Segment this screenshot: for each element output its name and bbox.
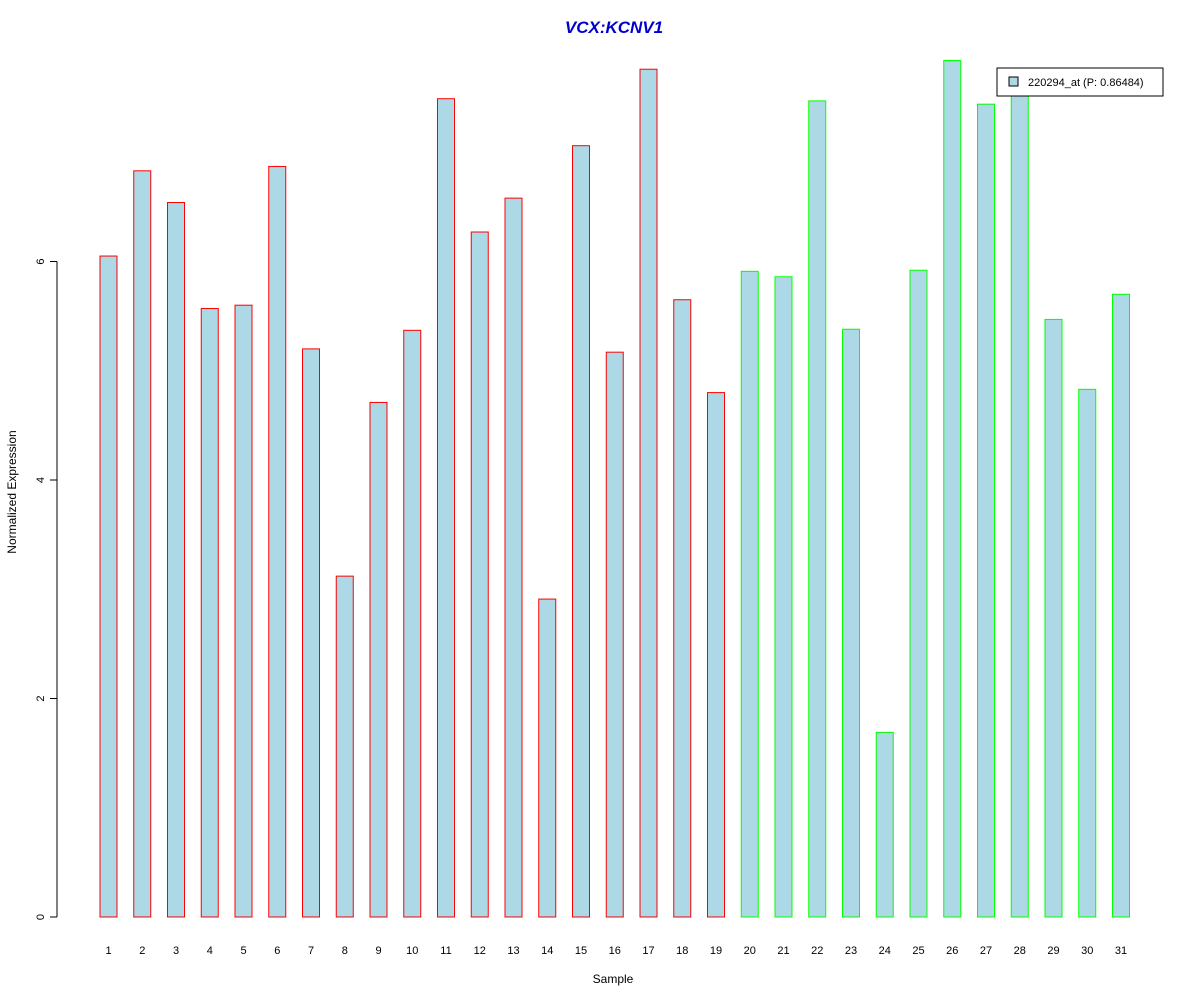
bar-sample-5: [234, 304, 253, 918]
x-tick-label: 18: [676, 945, 688, 957]
y-tick-label: 2: [35, 695, 47, 701]
x-tick-label: 5: [240, 945, 246, 957]
bar-sample-3: [167, 202, 185, 918]
x-tick-label: 28: [1014, 945, 1026, 957]
x-tick-label: 16: [609, 945, 621, 957]
chart-title: VCX:KCNV1: [564, 18, 664, 37]
x-tick-label: 30: [1081, 945, 1093, 957]
bar-sample-1: [99, 255, 118, 918]
x-tick-label: 20: [744, 945, 756, 957]
x-tick-label: 29: [1047, 945, 1059, 957]
bar-sample-12: [470, 231, 489, 918]
y-axis-label: Normalized Expression: [5, 430, 19, 553]
bar-sample-8: [335, 575, 354, 918]
x-tick-label: 8: [342, 945, 348, 957]
bar-sample-14: [538, 598, 557, 918]
legend-box: [996, 67, 1164, 97]
x-tick-label: 26: [946, 945, 958, 957]
y-tick-label: 0: [35, 914, 47, 920]
x-tick-label: 25: [912, 945, 924, 957]
bars-group: [99, 59, 1130, 918]
bar-sample-2: [133, 170, 152, 918]
bar-sample-30: [1078, 388, 1097, 918]
bar-sample-7: [302, 348, 320, 918]
bar-sample-22: [808, 100, 827, 918]
bar-sample-19: [707, 392, 725, 918]
y-tick-label: 6: [35, 258, 47, 264]
x-tick-label: 11: [440, 945, 451, 957]
bar-sample-23: [842, 328, 860, 918]
x-tick-label: 19: [710, 945, 722, 957]
x-tick-label: 2: [139, 945, 145, 957]
bar-sample-6: [268, 165, 287, 918]
x-tick-label: 7: [308, 945, 314, 957]
bar-sample-21: [774, 276, 793, 918]
bar-sample-31: [1112, 293, 1130, 918]
bar-sample-20: [740, 270, 759, 918]
bar-sample-24: [875, 731, 894, 918]
x-tick-label: 9: [375, 945, 381, 957]
bar-sample-13: [504, 197, 523, 918]
legend-label: 220294_at (P: 0.86484): [1028, 77, 1144, 89]
x-tick-label: 27: [980, 945, 992, 957]
bar-sample-9: [369, 401, 388, 918]
x-tick-label: 6: [274, 945, 280, 957]
x-tick-label: 10: [406, 945, 418, 957]
bar-sample-29: [1044, 318, 1063, 918]
bar-sample-10: [403, 329, 422, 918]
x-tick-label: 3: [173, 945, 179, 957]
legend-swatch: [1008, 76, 1019, 87]
x-tick-label: 13: [507, 945, 519, 957]
bar-sample-16: [605, 351, 624, 918]
bar-sample-28: [1010, 91, 1029, 918]
x-tick-label: 31: [1115, 945, 1127, 957]
x-tick-label: 23: [845, 945, 857, 957]
x-tick-label: 21: [777, 945, 789, 957]
x-tick-label: 1: [105, 945, 111, 957]
x-axis-label: Sample: [593, 972, 634, 986]
x-tick-label: 4: [207, 945, 213, 957]
bar-sample-17: [639, 68, 658, 918]
x-tick-label: 12: [474, 945, 486, 957]
x-tick-label: 15: [575, 945, 587, 957]
bar-sample-15: [572, 145, 590, 918]
y-tick-label: 4: [35, 477, 47, 483]
bar-sample-4: [200, 307, 219, 918]
bar-sample-18: [673, 299, 692, 918]
y-axis: 0 2 4 6: [35, 258, 58, 920]
x-tick-label: 17: [642, 945, 654, 957]
x-tick-labels: 1 2 3 4 5 6 7 8 9 10 11 12 13 14 15 16 17 18 19 20 21 22 23 24 2…: [105, 945, 1127, 957]
x-tick-label: 24: [879, 945, 891, 957]
x-tick-label: 14: [541, 945, 553, 957]
x-tick-label: 22: [811, 945, 823, 957]
bar-sample-26: [943, 59, 962, 918]
bar-sample-27: [977, 103, 995, 918]
bar-sample-11: [437, 98, 455, 918]
legend: 220294_at (P: 0.86484): [996, 67, 1164, 97]
bar-sample-25: [909, 269, 928, 918]
